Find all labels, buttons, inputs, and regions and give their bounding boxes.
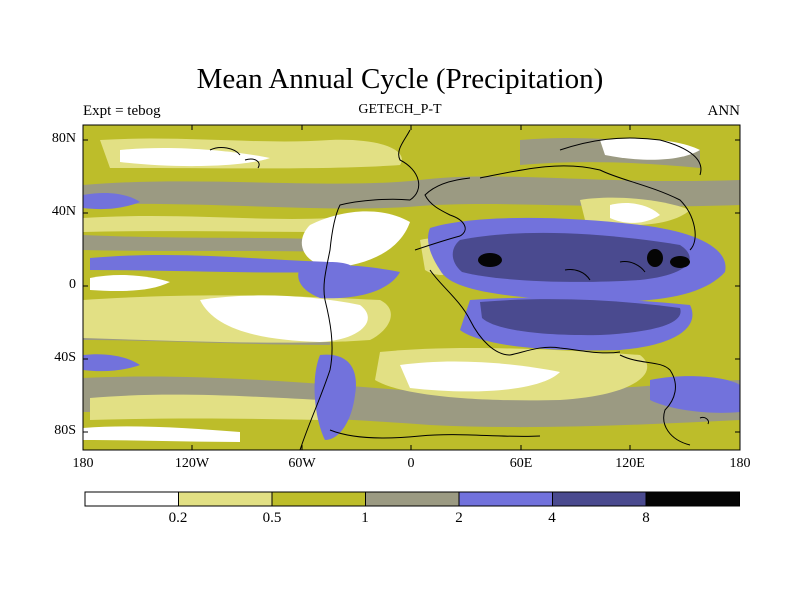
- colorbar: [84, 491, 740, 507]
- field-wet-south-pacific-west: [83, 354, 140, 372]
- coast-north-africa: [414, 177, 471, 251]
- lon-label-180w: 180: [72, 456, 94, 471]
- colorbar-label-0-5: 0.5: [262, 510, 282, 526]
- colorbar-box-3: [365, 492, 459, 506]
- lon-label-60e: 60E: [509, 456, 533, 471]
- lat-label-80s: 80S: [54, 423, 76, 438]
- map-title: Mean Annual Cycle (Precipitation): [196, 63, 604, 95]
- field-wet-south-pacific-east: [650, 376, 740, 413]
- experiment-label: Expt = tebog: [83, 103, 161, 119]
- lat-label-equator: 0: [69, 277, 76, 292]
- field-dry-south-pacific: [200, 295, 368, 342]
- field-core-tethys: [452, 232, 690, 282]
- colorbar-box-0: [85, 492, 179, 506]
- colorbar-label-0-2: 0.2: [168, 510, 188, 526]
- lon-label-120e: 120E: [615, 456, 645, 471]
- colorbar-frame: [84, 491, 740, 507]
- coast-eurasia: [479, 165, 696, 251]
- colorbar-label-2: 2: [455, 510, 463, 526]
- field-dry-equator-west: [90, 275, 170, 292]
- field-pale-n-subtropic: [83, 216, 330, 232]
- coast-tethys-islands: [564, 261, 646, 281]
- lon-label-60w: 60W: [288, 456, 316, 471]
- colorbar-label-8: 8: [642, 510, 650, 526]
- colorbar-label-1: 1: [361, 510, 369, 526]
- season-label: ANN: [707, 103, 741, 119]
- colorbar-box-1: [178, 492, 272, 506]
- coast-southern-africa: [429, 269, 621, 356]
- lat-label-40n: 40N: [51, 204, 76, 219]
- field-wet-patagonia: [314, 354, 356, 440]
- coast-antarctica-west: [329, 429, 541, 439]
- colorbar-box-6: [646, 492, 740, 506]
- field-core-indian: [480, 299, 681, 336]
- field-dry-arctic-pacific: [120, 147, 270, 167]
- lat-label-80n: 80N: [51, 131, 76, 146]
- field-pale-south-pacific: [90, 394, 320, 420]
- field-dry-siberia: [600, 138, 700, 160]
- coast-americas: [299, 129, 420, 451]
- field-max-3: [670, 256, 690, 268]
- coastlines: [209, 129, 709, 451]
- coast-southern-island: [699, 417, 709, 425]
- field-dry-central-asia: [610, 203, 660, 223]
- field-max-1: [478, 253, 502, 267]
- colorbar-box-4: [459, 492, 553, 506]
- coast-antarctica-east: [619, 354, 691, 446]
- axis-ticks: [82, 125, 741, 450]
- dataset-label: GETECH_P-T: [358, 102, 442, 117]
- lon-label-0: 0: [407, 456, 415, 471]
- field-wet-itcz-pacific: [90, 254, 353, 273]
- lon-label-120w: 120W: [174, 456, 210, 471]
- coast-siberia: [559, 137, 702, 176]
- field-dry-antarctic: [83, 426, 240, 442]
- field-grey-north: [83, 176, 740, 209]
- lon-label-180e: 180: [729, 456, 751, 471]
- colorbar-box-2: [272, 492, 366, 506]
- colorbar-box-5: [552, 492, 646, 506]
- colorbar-label-4: 4: [548, 510, 556, 526]
- field-grey-tropic-n: [83, 235, 330, 252]
- lat-label-40s: 40S: [54, 350, 76, 365]
- coast-arctic-islands: [209, 147, 260, 169]
- map-field: [83, 125, 740, 450]
- field-max-2: [647, 249, 663, 267]
- field-dry-south-atlantic: [400, 361, 560, 392]
- field-wet-north-pacific: [83, 192, 140, 210]
